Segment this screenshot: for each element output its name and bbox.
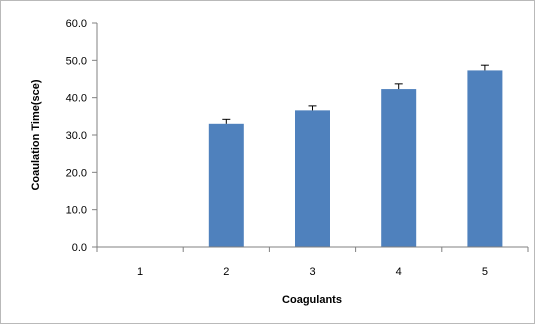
y-axis-title: Coaulation Time(sce) [30, 79, 42, 190]
y-tick-label: 30.0 [66, 130, 87, 142]
x-tick-label: 5 [482, 266, 488, 278]
bar [467, 70, 503, 247]
bar [208, 123, 244, 247]
y-tick-label: 0.0 [72, 242, 87, 254]
y-tick-label: 60.0 [66, 18, 87, 30]
bars [208, 64, 503, 247]
bar [381, 89, 417, 247]
y-tick-label: 10.0 [66, 205, 87, 217]
y-tick-label: 20.0 [66, 167, 87, 179]
x-tick-label: 3 [309, 266, 315, 278]
y-tick-label: 50.0 [66, 55, 87, 67]
bar [295, 110, 330, 247]
y-tick-label: 40.0 [66, 93, 87, 105]
x-tick-label: 1 [137, 266, 143, 278]
x-axis: 1 2 3 4 5 [96, 246, 529, 278]
x-axis-title: Coagulants [282, 294, 342, 306]
x-tick-label: 4 [396, 266, 402, 278]
y-axis: 0.0 10.0 20.0 30.0 40.0 50.0 60.0 [66, 18, 98, 254]
x-tick-label: 2 [223, 266, 229, 278]
